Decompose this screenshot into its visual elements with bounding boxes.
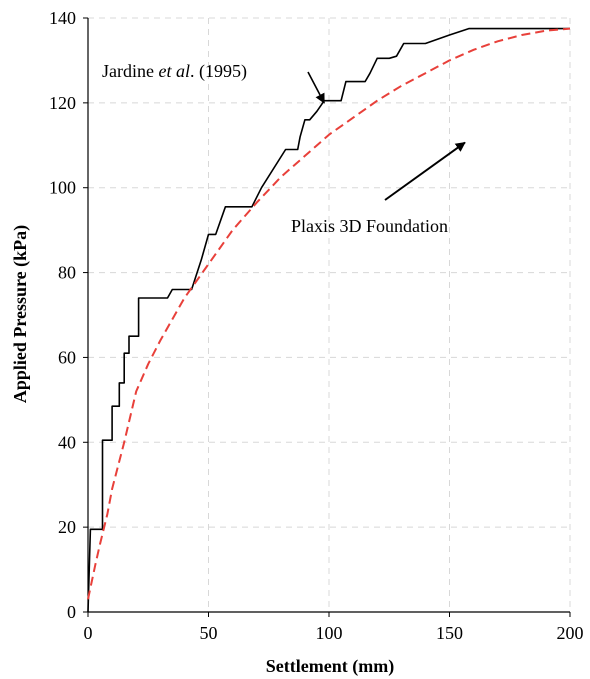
- y-tick-label: 20: [58, 517, 76, 537]
- y-tick-label: 0: [67, 602, 76, 622]
- y-axis-title: Applied Pressure (kPa): [10, 225, 31, 403]
- x-tick-label: 150: [436, 623, 463, 643]
- y-tick-label: 140: [49, 8, 76, 28]
- x-tick-label: 100: [316, 623, 343, 643]
- annotation-arrow-plaxis: [384, 141, 466, 201]
- series-line-plaxis: [87, 27, 571, 600]
- y-tick-label: 80: [58, 263, 76, 283]
- series-line-jardine: [87, 27, 570, 613]
- axes: [83, 17, 571, 617]
- annotations: Jardine et al. (1995) Plaxis 3D Foundati…: [102, 61, 466, 236]
- y-tick-label: 120: [49, 93, 76, 113]
- x-axis-title: Settlement (mm): [266, 656, 394, 677]
- grid-lines: [88, 17, 571, 612]
- y-tick-label: 100: [49, 178, 76, 198]
- series-lines: [87, 27, 571, 613]
- annotation-jardine: Jardine et al. (1995): [102, 61, 247, 82]
- annotation-plaxis: Plaxis 3D Foundation: [291, 216, 448, 236]
- y-tick-label: 40: [58, 432, 76, 452]
- x-tick-label: 200: [557, 623, 584, 643]
- tick-labels: 0 20 40 60 80 100 120 140 0 50 100 150 200: [49, 8, 584, 643]
- y-tick-label: 60: [58, 347, 76, 367]
- annotation-arrow-jardine: [307, 71, 325, 104]
- x-tick-label: 0: [84, 623, 93, 643]
- x-tick-label: 50: [200, 623, 218, 643]
